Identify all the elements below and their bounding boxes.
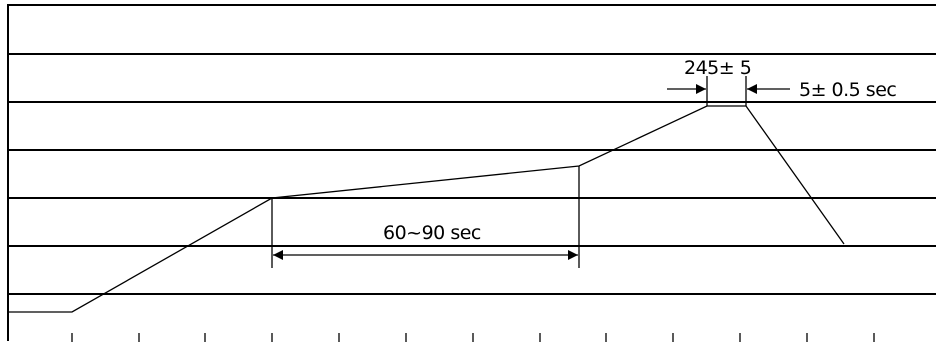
horizontal-gridlines bbox=[8, 53, 936, 295]
temperature-profile-curve bbox=[8, 105, 845, 313]
time-axis-ticks bbox=[71, 333, 875, 342]
soak-time-label: 60~90 sec bbox=[383, 222, 481, 244]
peak-temperature-label: 245± 5 bbox=[684, 57, 751, 79]
chart-frame bbox=[7, 4, 936, 341]
soak-time-dimension: 60~90 sec bbox=[271, 166, 580, 268]
peak-time-label: 5± 0.5 sec bbox=[799, 79, 896, 101]
peak-time-dimension: 245± 5 5± 0.5 sec bbox=[667, 57, 897, 106]
